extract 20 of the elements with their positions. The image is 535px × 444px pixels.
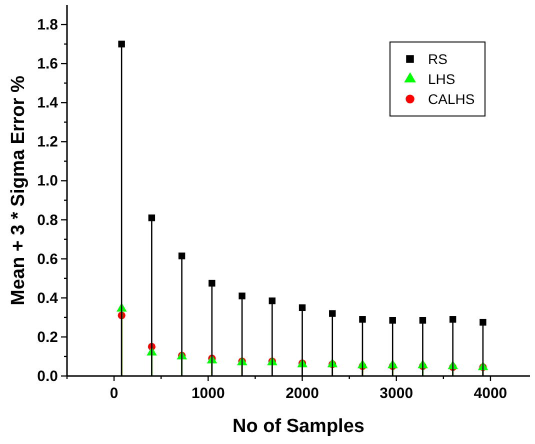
y-tick-label: 0.2: [37, 328, 58, 346]
y-tick-label: 0.0: [37, 368, 58, 385]
x-axis-title: No of Samples: [232, 416, 364, 437]
legend-label: LHS: [428, 71, 456, 87]
y-tick-label: 1.8: [37, 16, 58, 34]
y-tick-label: 1.0: [37, 172, 58, 190]
x-tick-label: 4000: [474, 385, 508, 402]
x-tick-label: 0: [110, 385, 118, 402]
y-tick-label: 1.6: [37, 56, 58, 73]
x-tick-label: 3000: [380, 385, 414, 402]
legend-label: RS: [428, 51, 448, 67]
y-axis-title: Mean + 3 * Sigma Error %: [8, 76, 29, 306]
y-tick-label: 1.4: [37, 94, 59, 112]
y-tick-label: 1.2: [37, 134, 58, 151]
x-tick-label: 2000: [286, 385, 319, 402]
y-tick-label: 0.4: [37, 290, 59, 307]
y-tick-label: 0.8: [37, 212, 58, 229]
y-tick-label: 0.6: [37, 250, 58, 268]
legend-label: CALHS: [428, 91, 475, 107]
x-tick-label: 1000: [191, 385, 225, 402]
